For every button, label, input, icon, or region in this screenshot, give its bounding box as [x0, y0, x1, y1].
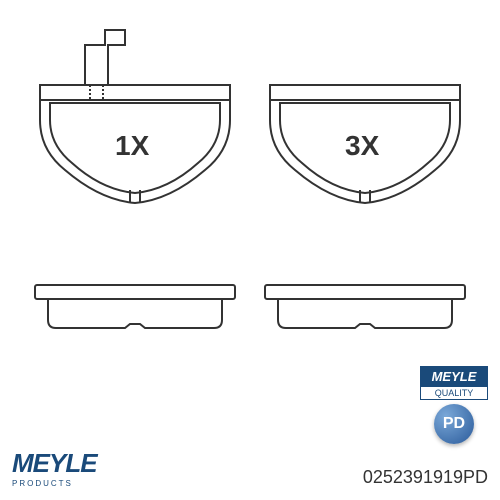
brake-pad-bottom-right: [260, 280, 470, 335]
badge-bottom-label: QUALITY: [420, 387, 488, 400]
multiplier-right-label: 3X: [345, 130, 379, 162]
meyle-logo-text: MEYLE: [12, 448, 97, 479]
meyle-quality-badge: MEYLE QUALITY: [420, 366, 488, 400]
brake-pad-top-left: [30, 25, 240, 225]
part-number-label: 0252391919PD: [363, 467, 488, 488]
pd-label: PD: [443, 415, 465, 433]
brake-pad-bottom-left: [30, 280, 240, 335]
meyle-logo-subtext: PRODUCTS: [12, 479, 97, 488]
brake-pad-top-right: [260, 25, 470, 225]
badge-top-label: MEYLE: [420, 366, 488, 387]
pd-badge-icon: PD: [434, 404, 474, 444]
multiplier-left-label: 1X: [115, 130, 149, 162]
diagram-container: 1X 3X MEYLE QUALITY PD MEYLE PRODUCTS 02…: [0, 0, 500, 500]
meyle-logo: MEYLE PRODUCTS: [12, 448, 97, 488]
sensor-wire-icon: [85, 30, 125, 85]
